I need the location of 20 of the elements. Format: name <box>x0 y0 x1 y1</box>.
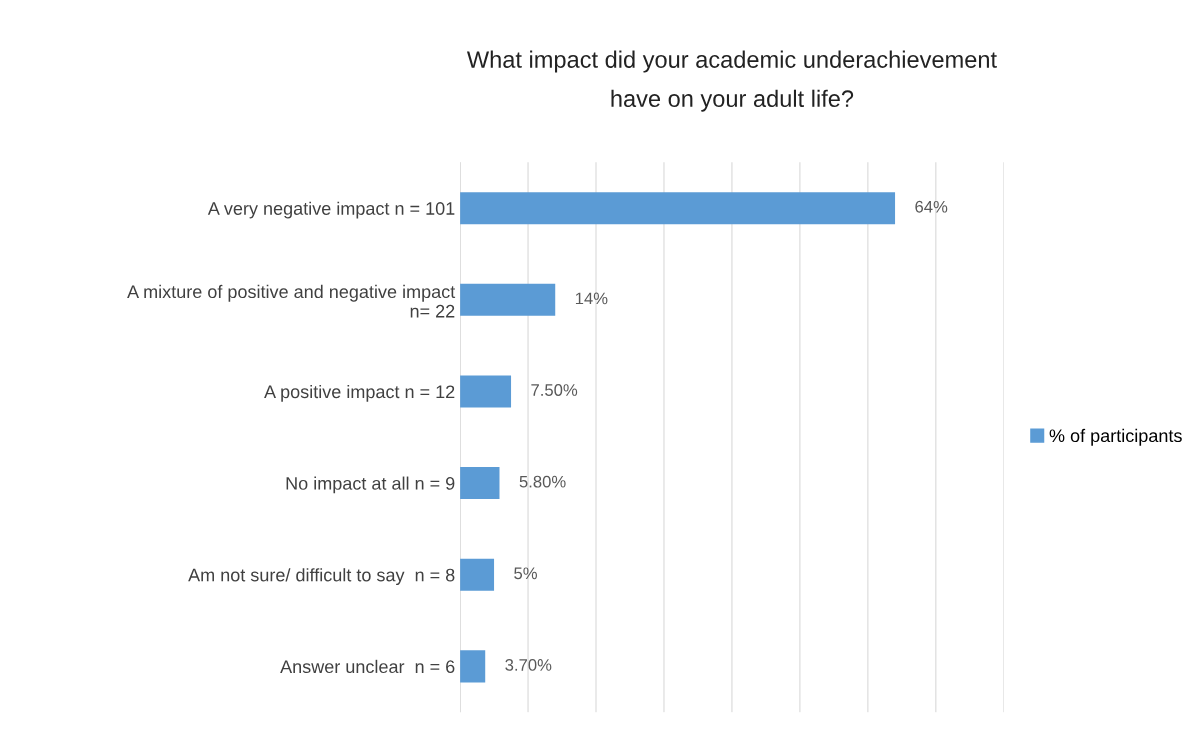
data-label: 14% <box>575 292 608 305</box>
bar <box>460 375 512 408</box>
y-tick-label: A mixture of positive and negative impact n= 22 <box>127 284 456 318</box>
data-label: 7.50% <box>531 384 578 396</box>
data-label: 3.70% <box>505 659 552 671</box>
bar <box>460 558 495 591</box>
bar <box>460 283 556 316</box>
y-tick-label: No impact at all n = 9 <box>286 476 455 494</box>
chart-title: What impact did your academic underachievement have on your adult life? <box>466 50 997 112</box>
data-label: 5.80% <box>519 475 566 488</box>
legend-label: % of participants <box>1049 428 1182 446</box>
data-label: 64% <box>915 200 948 213</box>
bar <box>460 467 500 500</box>
bar <box>460 192 896 225</box>
y-tick-label: Answer unclear n = 6 <box>280 659 455 674</box>
y-tick-label: A positive impact n = 12 <box>264 384 455 402</box>
y-tick-label: Am not sure/ difficult to say n = 8 <box>188 568 455 586</box>
y-tick-label: A very negative impact n = 101 <box>207 201 455 219</box>
bar <box>460 650 486 683</box>
data-label: 5% <box>514 567 537 580</box>
